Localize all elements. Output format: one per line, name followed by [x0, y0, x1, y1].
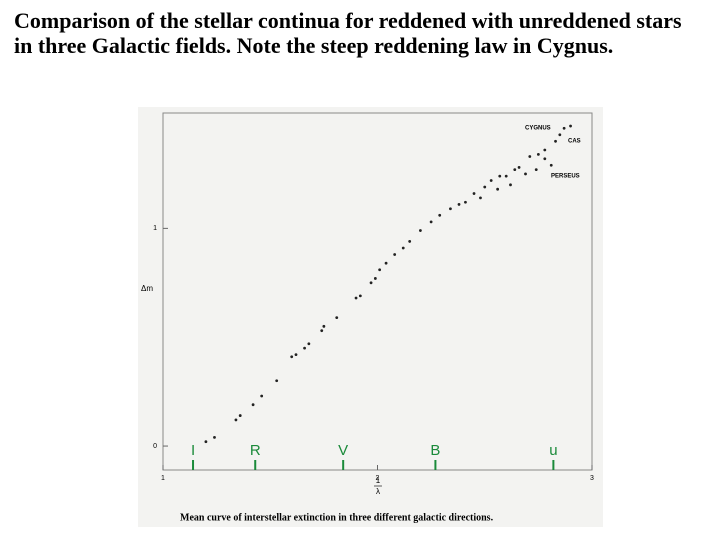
- data-point: [213, 435, 216, 439]
- data-point: [558, 133, 562, 137]
- data-point: [483, 185, 487, 189]
- data-point: [464, 200, 467, 204]
- series-label: CAS: [568, 139, 581, 145]
- data-point: [354, 296, 358, 300]
- data-point: [307, 342, 311, 346]
- x-tick-label: 3: [590, 475, 594, 482]
- data-point: [429, 220, 433, 224]
- data-point: [275, 379, 279, 383]
- series-label: CYGNUS: [525, 126, 551, 132]
- data-point: [260, 394, 264, 398]
- data-point: [534, 168, 538, 171]
- data-point: [290, 355, 294, 359]
- data-point: [384, 261, 388, 265]
- data-point: [528, 155, 532, 158]
- data-point: [251, 403, 255, 407]
- data-point: [472, 192, 476, 195]
- data-point: [358, 294, 362, 298]
- y-axis-label: Δm: [141, 284, 153, 293]
- figure-caption: Mean curve of interstellar extinction in…: [180, 512, 494, 523]
- band-label: R: [250, 442, 261, 459]
- data-point: [543, 148, 547, 152]
- data-point: [378, 268, 382, 272]
- data-point: [419, 229, 422, 232]
- data-point: [543, 157, 547, 161]
- data-point: [438, 213, 442, 217]
- band-label: I: [191, 442, 195, 459]
- data-point: [393, 253, 397, 256]
- figure-background: [138, 107, 603, 527]
- data-point: [204, 440, 208, 444]
- data-point: [509, 183, 512, 187]
- data-point: [234, 418, 238, 422]
- x-axis-label-denominator: λ: [376, 487, 380, 496]
- data-point: [536, 152, 540, 156]
- data-point: [369, 281, 373, 285]
- slide-title: Comparison of the stellar continua for r…: [14, 8, 682, 58]
- series-label: PERSEUS: [551, 174, 580, 180]
- data-point: [408, 240, 412, 243]
- y-tick-label: 1: [153, 225, 157, 232]
- data-point: [457, 203, 461, 206]
- band-label: u: [549, 442, 557, 459]
- data-point: [401, 246, 405, 250]
- band-label: V: [338, 442, 348, 459]
- x-axis-label-numerator: 1: [376, 476, 381, 485]
- data-point: [303, 346, 306, 350]
- data-point: [498, 174, 502, 178]
- data-point: [496, 187, 500, 191]
- data-point: [294, 353, 298, 357]
- data-point: [517, 166, 521, 169]
- data-point: [549, 163, 553, 167]
- data-point: [373, 277, 377, 280]
- data-point: [238, 414, 242, 417]
- data-point: [554, 139, 557, 143]
- data-point: [320, 329, 324, 333]
- data-point: [322, 324, 326, 328]
- x-tick-label: 1: [161, 475, 165, 482]
- data-point: [479, 196, 482, 200]
- data-point: [335, 316, 339, 320]
- data-point: [449, 207, 452, 211]
- y-tick-label: 0: [153, 443, 157, 450]
- data-point: [489, 179, 493, 182]
- x-tick-label: 2: [376, 475, 380, 482]
- data-point: [524, 172, 527, 176]
- data-point: [513, 168, 517, 171]
- band-label: B: [430, 442, 440, 459]
- data-point: [504, 174, 508, 178]
- data-point: [562, 126, 566, 130]
- data-point: [569, 124, 572, 128]
